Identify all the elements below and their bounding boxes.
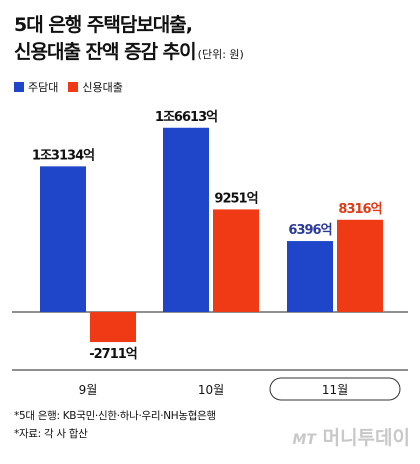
legend-item-mortgage: 주담대 — [14, 79, 58, 95]
footnotes: *5대 은행: KB국민·신한·하나·우리·NH농협은행 *자료: 각 사 합산 — [14, 407, 216, 443]
highlight-pill — [269, 377, 401, 401]
title-line-2: 신용대출 잔액 증감 추이 (단위: 원) — [14, 39, 244, 68]
chart-title: 5대 은행 주택담보대출, 신용대출 잔액 증감 추이 (단위: 원) — [14, 12, 244, 68]
title-line-2-text: 신용대출 잔액 증감 추이 — [14, 41, 197, 63]
watermark-text: 머니투데이 — [322, 427, 410, 449]
watermark: MT 머니투데이 — [292, 423, 410, 450]
legend-item-credit: 신용대출 — [68, 79, 123, 95]
legend-label-mortgage: 주담대 — [28, 81, 59, 94]
bar-mortgage-2 — [163, 127, 209, 312]
footnote-source: *자료: 각 사 합산 — [14, 428, 88, 440]
month-label-1: 9월 — [79, 383, 98, 397]
legend-label-credit: 신용대출 — [82, 81, 123, 94]
legend: 주담대 신용대출 — [14, 79, 133, 95]
data-label-credit-2: 9251억 — [214, 191, 257, 206]
bar-mortgage-1 — [40, 166, 86, 312]
bar-credit-1 — [90, 312, 136, 343]
month-label-2: 10월 — [198, 383, 224, 397]
title-line-1: 5대 은행 주택담보대출, — [14, 14, 193, 36]
bar-mortgage-3 — [287, 241, 333, 312]
data-label-credit-1: -2711억 — [89, 347, 137, 362]
footnote-banks: *5대 은행: KB국민·신한·하나·우리·NH농협은행 — [14, 410, 216, 422]
watermark-logo: MT — [292, 432, 316, 448]
data-label-credit-3: 8316억 — [338, 202, 381, 217]
data-label-mortgage-1: 1조3134억 — [32, 148, 94, 163]
legend-swatch-mortgage — [14, 82, 24, 92]
data-label-mortgage-2: 1조6613억 — [155, 110, 217, 125]
bar-credit-3 — [337, 219, 383, 312]
legend-swatch-credit — [68, 82, 79, 92]
month-label-3: 11월 — [322, 383, 348, 397]
bar-credit-2 — [213, 209, 259, 312]
unit-label: (단위: 원) — [197, 48, 244, 61]
data-label-mortgage-3: 6396억 — [288, 223, 331, 238]
